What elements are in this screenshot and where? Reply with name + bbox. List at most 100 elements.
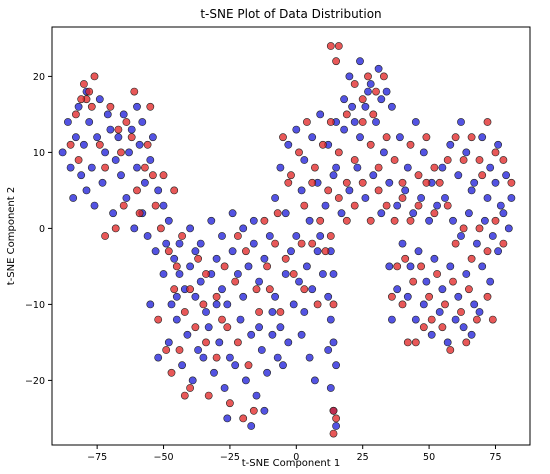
y-tick-label: 0 xyxy=(39,224,45,235)
scatter-point-s0-155 xyxy=(478,133,487,142)
scatter-point-s1-11 xyxy=(101,163,109,172)
scatter-point-s0-227 xyxy=(119,110,128,119)
scatter-point-s0-104 xyxy=(308,133,317,142)
scatter-point-s1-59 xyxy=(289,270,298,278)
scatter-point-s0-185 xyxy=(443,338,452,347)
scatter-point-s0-28 xyxy=(130,224,139,233)
scatter-point-s0-223 xyxy=(77,171,86,180)
scatter-point-s0-215 xyxy=(297,330,306,339)
scatter-point-s1-129 xyxy=(472,315,481,324)
scatter-point-s0-50 xyxy=(172,315,181,324)
scatter-point-s1-146 xyxy=(446,346,455,354)
scatter-point-s0-212 xyxy=(300,308,309,316)
scatter-point-s0-122 xyxy=(297,186,306,195)
scatter-point-s1-1 xyxy=(85,87,94,96)
scatter-point-s1-105 xyxy=(342,110,351,119)
scatter-point-s0-61 xyxy=(188,376,197,385)
scatter-point-s0-22 xyxy=(114,133,123,142)
scatter-point-s0-7 xyxy=(111,156,120,164)
scatter-point-s0-38 xyxy=(202,308,210,316)
scatter-point-s0-103 xyxy=(300,156,309,164)
scatter-point-s1-7 xyxy=(127,133,136,142)
scatter-point-s1-43 xyxy=(276,308,285,316)
scatter-point-s1-115 xyxy=(483,118,492,126)
points-layer xyxy=(58,42,516,438)
scatter-point-s1-86 xyxy=(334,194,343,202)
scatter-point-s1-165 xyxy=(143,140,152,149)
scatter-point-s1-67 xyxy=(334,148,343,157)
scatter-point-s0-100 xyxy=(276,163,285,172)
scatter-point-s0-48 xyxy=(255,277,263,286)
scatter-point-s1-27 xyxy=(220,262,229,271)
scatter-point-s0-126 xyxy=(329,171,338,180)
scatter-point-s1-39 xyxy=(233,338,242,347)
scatter-point-s0-153 xyxy=(462,148,471,157)
scatter-point-s0-11 xyxy=(125,148,133,157)
scatter-point-s0-59 xyxy=(268,308,277,316)
plot-frame xyxy=(51,26,531,446)
y-tick-label: 10 xyxy=(33,148,45,159)
scatter-point-s1-139 xyxy=(427,315,436,324)
scatter-point-s0-190 xyxy=(478,262,487,271)
scatter-point-s1-41 xyxy=(255,308,263,316)
scatter-point-s1-84 xyxy=(316,216,325,225)
scatter-point-s0-208 xyxy=(332,422,340,430)
scatter-point-s1-103 xyxy=(379,72,388,81)
scatter-point-s0-10 xyxy=(117,171,125,180)
scatter-point-s1-110 xyxy=(443,156,452,164)
scatter-point-s0-179 xyxy=(470,300,479,309)
scatter-point-s0-60 xyxy=(178,361,186,370)
scatter-point-s0-96 xyxy=(172,292,181,301)
scatter-point-s1-143 xyxy=(483,292,492,301)
scatter-point-s0-43 xyxy=(228,247,237,256)
scatter-point-s0-55 xyxy=(225,353,234,362)
scatter-point-s0-58 xyxy=(257,346,266,354)
scatter-point-s1-62 xyxy=(295,148,303,157)
y-tick-label: −10 xyxy=(25,300,45,311)
scatter-point-s1-75 xyxy=(398,178,407,187)
scatter-point-s0-90 xyxy=(223,414,232,423)
scatter-point-s1-141 xyxy=(398,300,407,309)
x-tick-label: 75 xyxy=(489,452,501,463)
scatter-point-s1-90 xyxy=(366,216,375,225)
scatter-point-s1-61 xyxy=(287,171,295,180)
scatter-point-s0-37 xyxy=(196,277,205,286)
scatter-point-s1-92 xyxy=(382,201,391,210)
scatter-point-s1-128 xyxy=(464,285,473,294)
scatter-point-s1-160 xyxy=(72,110,80,119)
scatter-point-s0-225 xyxy=(58,148,67,157)
scatter-point-s0-141 xyxy=(356,57,364,66)
scatter-point-s1-74 xyxy=(390,156,399,164)
scatter-point-s0-69 xyxy=(273,353,282,362)
scatter-point-s1-40 xyxy=(244,361,253,370)
scatter-point-s0-5 xyxy=(87,163,96,172)
scatter-point-s1-33 xyxy=(170,285,179,294)
scatter-point-s0-229 xyxy=(138,118,147,126)
scatter-point-s1-156 xyxy=(313,300,322,309)
scatter-point-s0-84 xyxy=(292,232,301,240)
scatter-point-s0-3 xyxy=(101,148,109,157)
x-tick-label: −75 xyxy=(87,452,107,463)
scatter-point-s0-105 xyxy=(316,110,325,119)
scatter-point-s0-14 xyxy=(122,194,131,202)
scatter-point-s0-193 xyxy=(483,194,492,202)
scatter-point-s1-16 xyxy=(151,201,160,210)
scatter-point-s1-35 xyxy=(191,323,200,332)
scatter-point-s1-96 xyxy=(414,201,423,210)
scatter-point-s1-161 xyxy=(66,140,75,149)
scatter-point-s1-133 xyxy=(425,292,433,301)
scatter-point-s1-82 xyxy=(300,201,309,210)
scatter-point-s0-109 xyxy=(348,102,356,111)
scatter-point-s1-32 xyxy=(271,239,279,248)
scatter-point-s0-120 xyxy=(271,194,279,202)
scatter-point-s1-64 xyxy=(310,163,319,172)
scatter-point-s0-169 xyxy=(467,186,476,195)
scatter-point-s0-54 xyxy=(215,338,224,347)
scatter-point-s1-6 xyxy=(122,118,131,126)
scatter-point-s0-63 xyxy=(210,368,218,377)
scatter-point-s1-8 xyxy=(117,148,125,157)
scatter-point-s0-23 xyxy=(127,125,136,134)
scatter-point-s0-116 xyxy=(403,163,412,172)
